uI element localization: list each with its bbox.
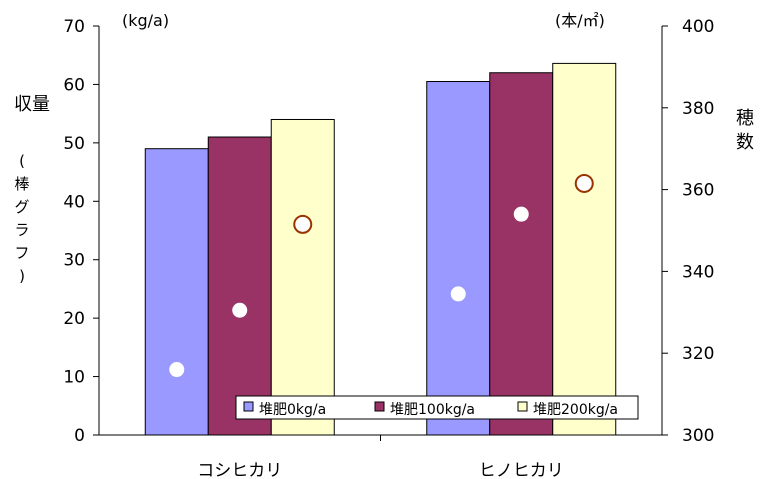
y2-tick-label: 360	[682, 181, 714, 201]
y-tick-label: 30	[63, 251, 85, 271]
y-axis-subtitle-char: ラ	[14, 221, 29, 239]
data-point	[511, 204, 531, 224]
category-label: ヒノヒカリ	[479, 461, 564, 479]
y-tick-label: 50	[63, 134, 85, 154]
y2-tick-label: 380	[682, 99, 714, 119]
data-point	[574, 173, 594, 193]
y-tick-label: 20	[63, 309, 85, 329]
legend-swatch	[374, 401, 385, 412]
y2-axis-title-char: 穂	[736, 108, 754, 129]
bar	[207, 136, 272, 436]
bar	[144, 148, 209, 436]
markers	[167, 173, 594, 380]
y-tick-label: 60	[63, 75, 85, 95]
legend-box	[235, 395, 639, 420]
y-axis-subtitle-char: グ	[14, 198, 29, 216]
bars	[144, 62, 617, 436]
data-point	[167, 360, 187, 380]
y2-axis-title: 穂数	[736, 108, 754, 153]
legend-swatch	[243, 401, 254, 412]
y-tick-label: 10	[63, 368, 85, 388]
legend-swatch	[517, 401, 528, 412]
y2-unit-label: (本/㎡)	[555, 11, 605, 30]
tick-labels: 0 10 20 30 40 50 60 70 300 320 340 360 380 400	[63, 17, 714, 446]
category-labels: コシヒカリ ヒノヒカリ	[197, 461, 564, 479]
bar	[426, 81, 491, 436]
bar	[270, 118, 335, 436]
category-label: コシヒカリ	[197, 461, 282, 479]
y2-axis-title-char: 数	[736, 132, 754, 153]
legend-label: 堆肥0kg/a	[259, 402, 326, 418]
legend-label: 堆肥100kg/a	[390, 402, 475, 418]
y-unit-label: (kg/a)	[122, 11, 169, 30]
y-tick-label: 70	[63, 17, 85, 37]
y2-tick-label: 300	[682, 426, 714, 446]
y-axis-title: 収量	[14, 94, 50, 115]
bar	[489, 72, 554, 436]
data-point	[448, 284, 468, 304]
y2-tick-label: 320	[682, 344, 714, 364]
y-tick-label: 40	[63, 192, 85, 212]
y-axis-subtitle-char: (	[19, 152, 25, 170]
y-axis-subtitle-char: 棒	[14, 175, 29, 193]
y-axis-subtitle-char: )	[19, 267, 25, 285]
y2-tick-label: 400	[682, 17, 714, 37]
legend-label: 堆肥200kg/a	[533, 402, 618, 418]
data-point	[230, 300, 250, 320]
data-point	[293, 214, 313, 234]
legend: 堆肥0kg/a 堆肥100kg/a 堆肥200kg/a	[235, 395, 639, 420]
y-axis-subtitle-char: フ	[14, 244, 29, 262]
y-tick-label: 0	[74, 426, 85, 446]
y2-tick-label: 340	[682, 262, 714, 282]
bar	[552, 62, 617, 436]
